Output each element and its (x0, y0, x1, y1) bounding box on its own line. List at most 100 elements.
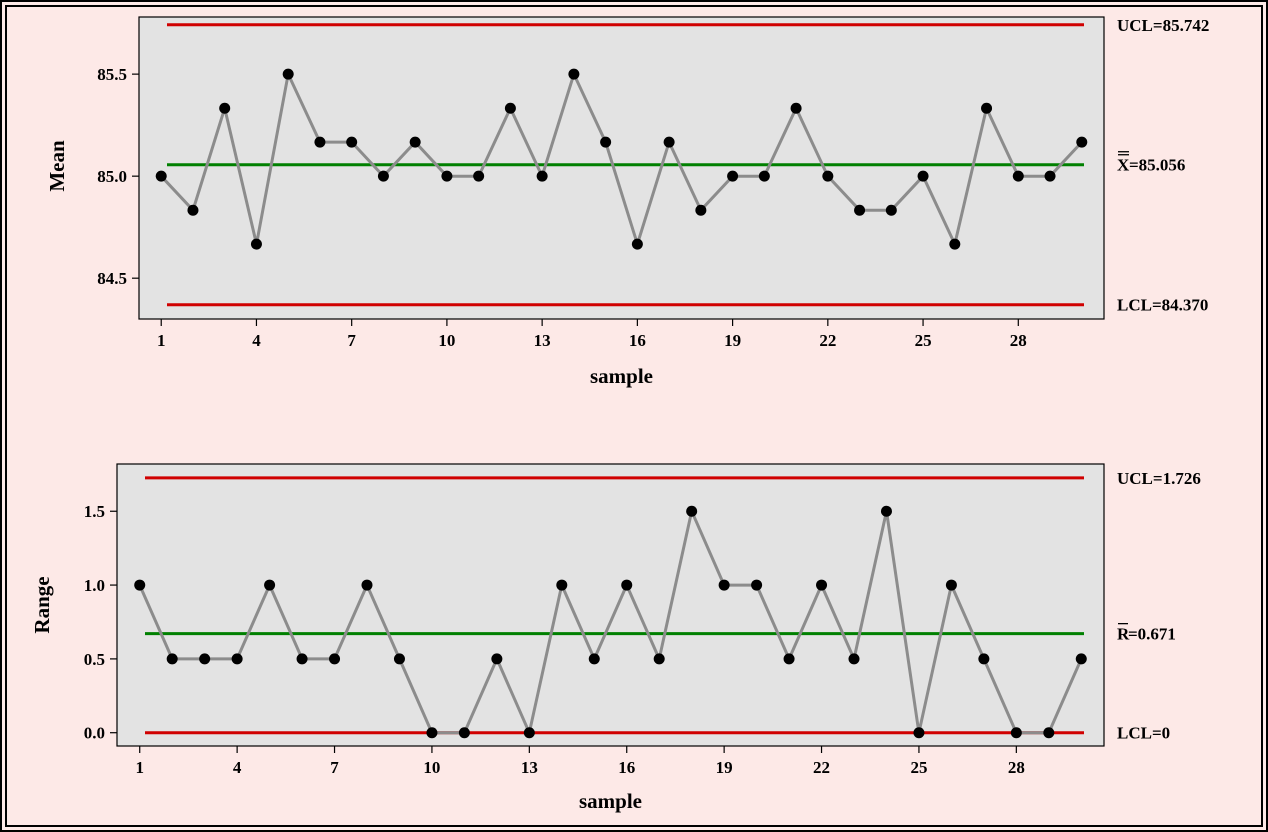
mean-center-symbol: X (1117, 156, 1130, 175)
mean-data-point-20 (758, 170, 770, 182)
mean-ucl-label: UCL=85.742 (1117, 16, 1209, 35)
mean-chart-panel: 84.5 85.0 85.5 1 4 7 10 13 16 19 22 25 28 sample Mean U… (45, 16, 1209, 388)
mean-data-point-3 (219, 102, 231, 114)
range-x-tick-label: 25 (910, 758, 927, 777)
range-data-point-11 (458, 727, 470, 739)
range-chart-panel: 0.0 0.5 1.0 1.5 1 4 7 10 13 16 19 22 25 28 sample Range… (30, 463, 1201, 813)
mean-data-point-7 (346, 136, 358, 148)
range-x-tick-label: 1 (135, 758, 144, 777)
range-x-tick-label: 22 (813, 758, 830, 777)
mean-x-tick-label: 16 (629, 331, 646, 350)
mean-center-value-label: =85.056 (1129, 156, 1185, 175)
mean-data-point-8 (377, 170, 389, 182)
mean-data-point-6 (314, 136, 326, 148)
range-y-tick-label: 1.5 (84, 502, 105, 521)
range-plot-area (116, 463, 1105, 747)
mean-x-tick-label: 4 (252, 331, 261, 350)
range-data-point-1 (134, 579, 146, 591)
range-x-tick-label: 13 (521, 758, 538, 777)
mean-x-tick-label: 19 (724, 331, 741, 350)
mean-data-point-22 (822, 170, 834, 182)
mean-data-point-21 (790, 102, 802, 114)
range-data-point-3 (199, 653, 211, 665)
mean-data-point-4 (250, 238, 262, 250)
mean-data-point-18 (695, 204, 707, 216)
range-data-point-18 (686, 505, 698, 517)
range-y-tick-label: 0.5 (84, 650, 105, 669)
mean-x-tick-label: 25 (915, 331, 932, 350)
mean-data-point-9 (409, 136, 421, 148)
mean-data-point-17 (663, 136, 675, 148)
mean-y-tick-label: 85.0 (97, 167, 127, 186)
range-lcl-label: LCL=0 (1117, 724, 1170, 743)
range-y-tick-label: 1.0 (84, 576, 105, 595)
range-data-point-25 (913, 727, 925, 739)
mean-x-axis-label: sample (590, 364, 653, 388)
range-data-point-26 (945, 579, 957, 591)
range-data-point-4 (231, 653, 243, 665)
range-data-point-17 (653, 653, 665, 665)
mean-data-point-15 (600, 136, 612, 148)
mean-y-tick-label: 85.5 (97, 65, 127, 84)
range-x-tick-label: 19 (716, 758, 733, 777)
range-data-point-28 (1010, 727, 1022, 739)
mean-lcl-label: LCL=84.370 (1117, 296, 1208, 315)
range-data-point-29 (1043, 727, 1055, 739)
range-data-point-13 (523, 727, 535, 739)
mean-data-point-5 (282, 68, 294, 80)
mean-y-tick-label: 84.5 (97, 269, 127, 288)
range-x-axis-label: sample (579, 789, 642, 813)
mean-x-tick-label: 7 (347, 331, 356, 350)
range-series-line (138, 506, 1083, 738)
mean-data-point-13 (536, 170, 548, 182)
range-data-point-8 (361, 579, 373, 591)
mean-data-point-1 (155, 170, 167, 182)
range-data-point-10 (426, 727, 438, 739)
mean-data-point-25 (917, 170, 929, 182)
mean-data-point-24 (885, 204, 897, 216)
range-data-point-30 (1075, 653, 1087, 665)
range-data-point-14 (556, 579, 568, 591)
range-x-tick-label: 16 (618, 758, 635, 777)
range-y-tick-label: 0.0 (84, 724, 105, 743)
mean-data-point-19 (727, 170, 739, 182)
mean-data-point-28 (1012, 170, 1024, 182)
range-x-tick-label: 4 (233, 758, 242, 777)
range-x-tick-label: 7 (330, 758, 339, 777)
range-center-symbol: R (1117, 625, 1130, 644)
mean-data-point-12 (504, 102, 516, 114)
range-x-tick-label: 10 (423, 758, 440, 777)
range-data-point-20 (751, 579, 763, 591)
mean-data-point-11 (473, 170, 485, 182)
mean-series-line (160, 69, 1083, 250)
mean-x-tick-label: 10 (438, 331, 455, 350)
range-data-point-22 (816, 579, 828, 591)
range-data-point-6 (296, 653, 308, 665)
range-data-point-24 (880, 505, 892, 517)
mean-plot-area (138, 16, 1105, 320)
range-data-point-16 (621, 579, 633, 591)
mean-data-point-27 (981, 102, 993, 114)
mean-x-tick-label: 22 (819, 331, 836, 350)
range-ucl-label: UCL=1.726 (1117, 469, 1201, 488)
range-x-tick-label: 28 (1008, 758, 1025, 777)
mean-data-point-26 (949, 238, 961, 250)
range-y-axis-label: Range (30, 576, 54, 633)
range-data-point-9 (393, 653, 405, 665)
mean-y-axis-label: Mean (45, 140, 69, 192)
range-data-point-12 (491, 653, 503, 665)
mean-data-point-16 (631, 238, 643, 250)
range-data-point-2 (166, 653, 178, 665)
range-data-point-7 (329, 653, 341, 665)
mean-data-point-14 (568, 68, 580, 80)
mean-data-point-29 (1044, 170, 1056, 182)
mean-data-point-30 (1076, 136, 1088, 148)
range-data-point-21 (783, 653, 795, 665)
mean-x-tick-label: 13 (534, 331, 551, 350)
range-data-point-5 (264, 579, 276, 591)
inner-frame (5, 5, 1263, 827)
range-data-point-23 (848, 653, 860, 665)
mean-data-point-10 (441, 170, 453, 182)
